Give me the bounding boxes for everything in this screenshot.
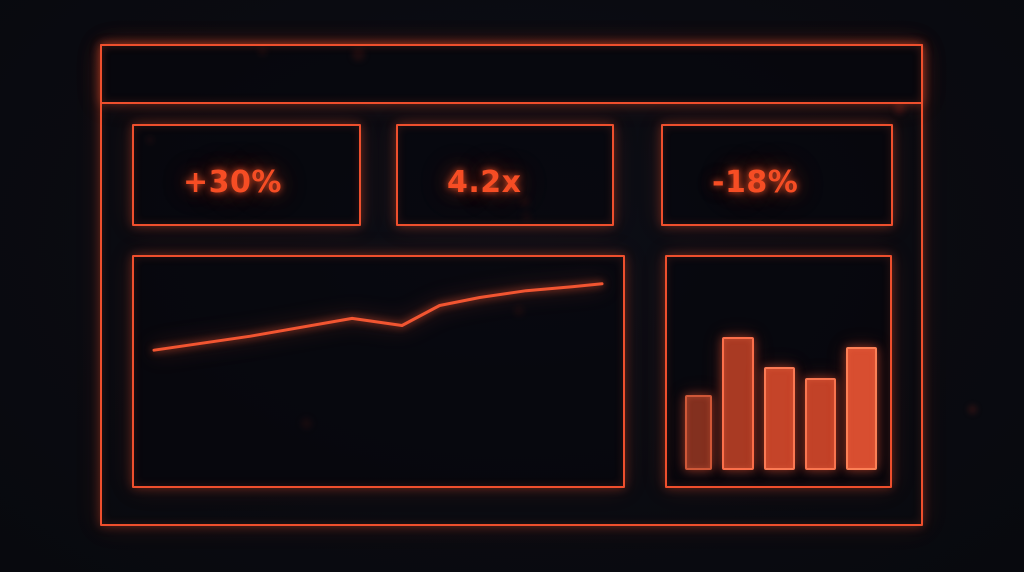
bar-4	[805, 378, 836, 470]
line-chart	[152, 282, 604, 352]
bokeh-dot	[968, 405, 977, 414]
stat-card-2: 4.2x	[396, 124, 614, 226]
line-chart-panel	[132, 255, 625, 488]
stat-card-3: -18%	[661, 124, 893, 226]
stat-value-3: -18%	[712, 164, 799, 200]
bar-5	[846, 347, 877, 470]
bar-1	[685, 395, 712, 470]
bar-chart-panel	[665, 255, 892, 488]
header-bar	[100, 44, 923, 104]
bar-2	[722, 337, 754, 470]
stat-value-1: +30%	[183, 164, 282, 200]
stat-card-1: +30%	[132, 124, 361, 226]
bar-3	[764, 367, 795, 470]
trend-line	[152, 282, 604, 352]
bar-chart	[685, 332, 877, 470]
stat-value-2: 4.2x	[447, 164, 522, 200]
